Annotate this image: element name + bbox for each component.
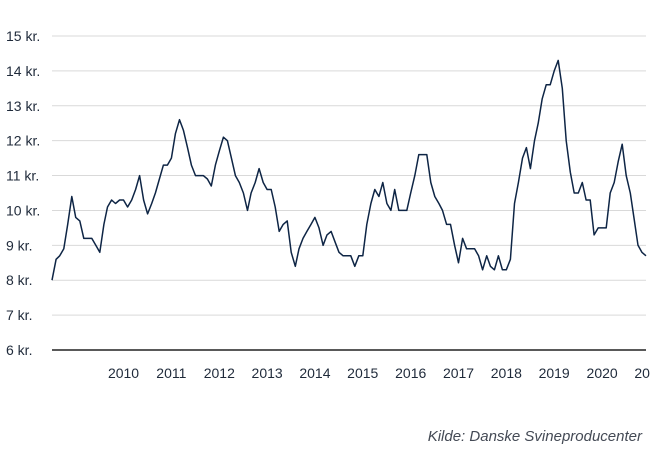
- y-tick-label: 14 kr.: [6, 63, 40, 79]
- y-tick-label: 13 kr.: [6, 98, 40, 114]
- x-tick-label: 2014: [299, 365, 330, 381]
- x-tick-label: 2020: [587, 365, 618, 381]
- x-tick-label: 2012: [204, 365, 235, 381]
- series-line: [51, 59, 647, 281]
- y-tick-label: 8 kr.: [6, 272, 32, 288]
- x-tick-label: 2015: [347, 365, 378, 381]
- x-tick-label: 2011: [156, 365, 186, 381]
- y-tick-label: 15 kr.: [6, 28, 40, 44]
- gridlines: [52, 35, 646, 316]
- y-tick-label: 11 kr.: [6, 168, 39, 184]
- x-tick-label: 2010: [108, 365, 139, 381]
- x-tick-label: 2013: [252, 365, 283, 381]
- y-tick-label: 7 kr.: [6, 307, 32, 323]
- series-layer: [51, 59, 647, 281]
- x-axis-tick-labels: 2010 2011 2012 2013 2014 2015 2016 2017 2018 2019…: [108, 365, 650, 381]
- x-tick-label: 2021: [634, 365, 650, 381]
- y-tick-label: 9 kr.: [6, 237, 32, 253]
- y-tick-label: 6 kr.: [6, 342, 32, 358]
- y-tick-label: 10 kr.: [6, 202, 40, 218]
- y-axis-tick-labels: 15 kr. 14 kr. 13 kr. 12 kr. 11 kr. 10 kr. 9 kr…: [6, 28, 40, 358]
- x-tick-label: 2016: [395, 365, 426, 381]
- x-tick-label: 2019: [539, 365, 570, 381]
- x-tick-label: 2017: [443, 365, 474, 381]
- y-tick-label: 12 kr.: [6, 133, 40, 149]
- source-note: Kilde: Danske Svineproducenter: [427, 428, 642, 445]
- x-tick-label: 2018: [491, 365, 522, 381]
